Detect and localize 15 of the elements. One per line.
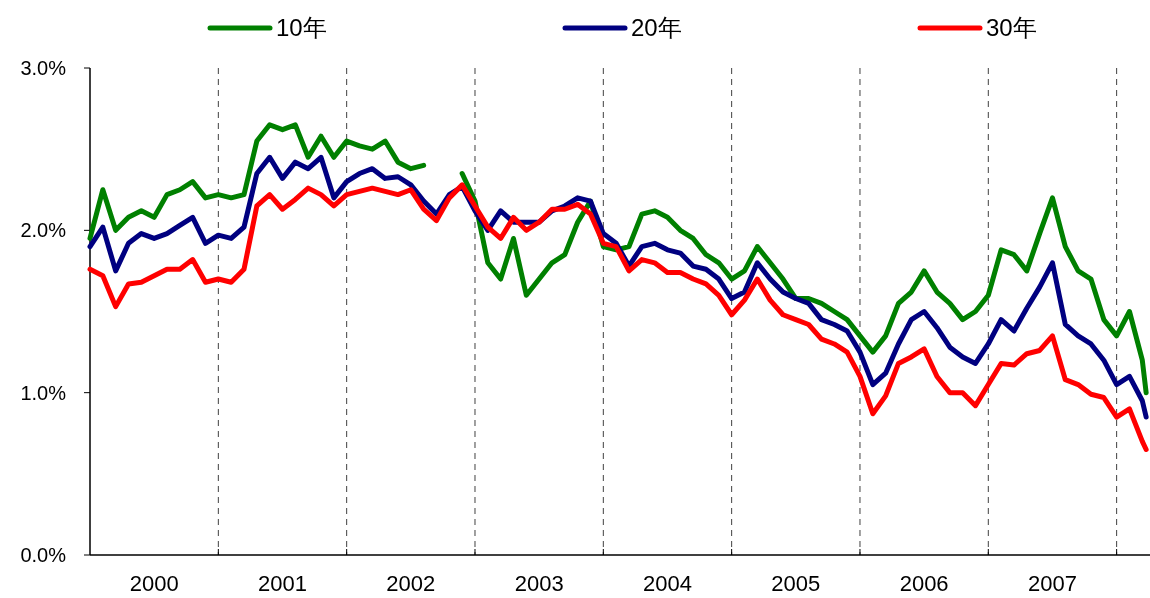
x-tick-label: 2002	[386, 571, 436, 596]
x-tick-label: 2000	[129, 571, 179, 596]
y-tick-label: 1.0%	[20, 381, 67, 404]
y-tick-label: 2.0%	[20, 219, 67, 242]
x-tick-label: 2007	[1027, 571, 1077, 596]
y-tick-label: 3.0%	[20, 57, 67, 79]
x-tick-label: 2005	[771, 571, 821, 596]
x-tick-label: 2004	[643, 571, 692, 596]
x-tick-label: 2001	[258, 571, 307, 596]
x-tick-label: 2003	[514, 571, 564, 596]
legend-label: 20年	[631, 14, 682, 41]
legend-label: 10年	[276, 14, 327, 41]
legend-label: 30年	[986, 14, 1037, 41]
x-tick-label: 2006	[899, 571, 949, 596]
y-tick-label: 0.0%	[20, 544, 67, 566]
